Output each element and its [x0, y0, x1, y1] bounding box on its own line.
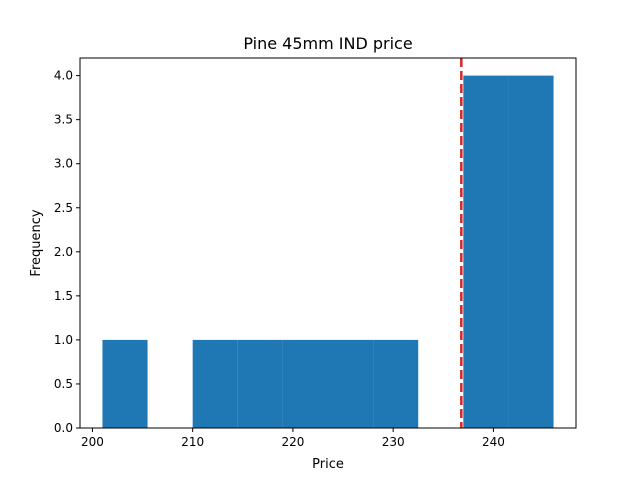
y-tick-label: 3.0 — [54, 157, 73, 171]
x-tick-label: 210 — [181, 435, 204, 449]
y-axis-label: Frequency — [29, 209, 44, 276]
y-tick-label: 2.5 — [54, 201, 73, 215]
plot-frame — [79, 57, 577, 429]
x-tick-label: 220 — [281, 435, 304, 449]
y-tick-label: 3.5 — [54, 113, 73, 127]
y-tick-label: 4.0 — [54, 69, 73, 83]
histogram-bar — [282, 339, 328, 428]
y-tick-label: 2.0 — [54, 245, 73, 259]
histogram-bar — [102, 339, 148, 428]
histogram-bar — [508, 75, 554, 428]
y-tick-label: 0.0 — [54, 421, 73, 435]
y-tick-label: 0.5 — [54, 377, 73, 391]
histogram-bar — [373, 339, 419, 428]
histogram-bar — [237, 339, 283, 428]
x-ticks: 200 210 220 230 240 — [81, 428, 505, 449]
bars — [102, 75, 554, 428]
histogram-bar — [328, 339, 374, 428]
x-tick-label: 200 — [81, 435, 104, 449]
histogram-bar — [463, 75, 509, 428]
x-tick-label: 240 — [482, 435, 505, 449]
y-tick-label: 1.5 — [54, 289, 73, 303]
chart-title: Pine 45mm IND price — [243, 34, 412, 53]
x-axis-label: Price — [312, 457, 344, 472]
histogram-bar — [192, 339, 238, 428]
x-tick-label: 230 — [382, 435, 405, 449]
y-tick-label: 1.0 — [54, 333, 73, 347]
y-ticks: 0.0 0.5 1.0 1.5 2.0 2.5 3.0 3.5 4.0 — [54, 69, 80, 435]
